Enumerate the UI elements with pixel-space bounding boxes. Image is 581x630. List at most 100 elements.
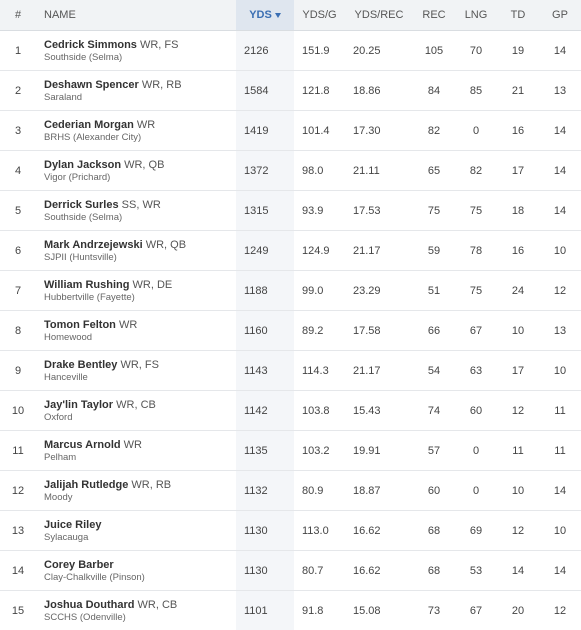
yds-rec-cell: 18.87 xyxy=(345,471,413,511)
header-gp-label: GP xyxy=(552,9,568,21)
lng-cell: 53 xyxy=(455,551,497,591)
player-school: Pelham xyxy=(44,452,236,464)
yds-rec-cell: 21.17 xyxy=(345,351,413,391)
yds-g-cell: 124.9 xyxy=(294,231,345,271)
gp-cell: 10 xyxy=(539,231,581,271)
rec-cell: 60 xyxy=(413,471,455,511)
header-yds-label: YDS xyxy=(249,9,272,21)
player-position: WR xyxy=(137,119,155,131)
player-line: Marcus Arnold WR xyxy=(44,438,236,452)
gp-cell: 14 xyxy=(539,551,581,591)
td-cell: 12 xyxy=(497,511,539,551)
header-yds-g[interactable]: YDS/G xyxy=(294,0,345,31)
player-school: Sylacauga xyxy=(44,532,236,544)
player-school: Southside (Selma) xyxy=(44,52,236,64)
td-cell: 19 xyxy=(497,31,539,71)
yds-rec-cell: 16.62 xyxy=(345,551,413,591)
yds-g-cell: 80.9 xyxy=(294,471,345,511)
player-name-link[interactable]: Corey Barber xyxy=(44,559,114,571)
td-cell: 12 xyxy=(497,391,539,431)
header-yds[interactable]: YDS xyxy=(236,0,294,31)
header-rec[interactable]: REC xyxy=(413,0,455,31)
header-td-label: TD xyxy=(511,9,526,21)
player-position: WR, RB xyxy=(131,479,171,491)
player-name-link[interactable]: Deshawn Spencer xyxy=(44,79,139,91)
rec-cell: 74 xyxy=(413,391,455,431)
player-name-link[interactable]: Marcus Arnold xyxy=(44,439,121,451)
player-school: Southside (Selma) xyxy=(44,212,236,224)
rank-cell: 4 xyxy=(0,151,36,191)
rank-cell: 6 xyxy=(0,231,36,271)
yds-rec-cell: 16.62 xyxy=(345,511,413,551)
player-name-link[interactable]: William Rushing xyxy=(44,279,129,291)
player-cell: Corey Barber Clay-Chalkville (Pinson) xyxy=(36,551,236,591)
gp-cell: 11 xyxy=(539,391,581,431)
header-gp[interactable]: GP xyxy=(539,0,581,31)
player-name-link[interactable]: Cederian Morgan xyxy=(44,119,134,131)
rank-cell: 2 xyxy=(0,71,36,111)
player-school: Saraland xyxy=(44,92,236,104)
yds-cell: 1249 xyxy=(236,231,294,271)
rec-cell: 51 xyxy=(413,271,455,311)
td-cell: 17 xyxy=(497,351,539,391)
player-position: SS, WR xyxy=(122,199,161,211)
table-row: 14 Corey Barber Clay-Chalkville (Pinson) 1… xyxy=(0,551,581,591)
lng-cell: 60 xyxy=(455,391,497,431)
gp-cell: 11 xyxy=(539,431,581,471)
gp-cell: 14 xyxy=(539,111,581,151)
lng-cell: 69 xyxy=(455,511,497,551)
player-name-link[interactable]: Jalijah Rutledge xyxy=(44,479,128,491)
yds-g-cell: 113.0 xyxy=(294,511,345,551)
player-name-link[interactable]: Jay'lin Taylor xyxy=(44,399,113,411)
yds-rec-cell: 18.86 xyxy=(345,71,413,111)
header-name[interactable]: NAME xyxy=(36,0,236,31)
rank-cell: 11 xyxy=(0,431,36,471)
header-lng[interactable]: LNG xyxy=(455,0,497,31)
gp-cell: 14 xyxy=(539,471,581,511)
td-cell: 17 xyxy=(497,151,539,191)
player-name-link[interactable]: Juice Riley xyxy=(44,519,101,531)
rank-cell: 1 xyxy=(0,31,36,71)
lng-cell: 0 xyxy=(455,431,497,471)
header-td[interactable]: TD xyxy=(497,0,539,31)
lng-cell: 82 xyxy=(455,151,497,191)
player-name-link[interactable]: Tomon Felton xyxy=(44,319,116,331)
yds-cell: 1372 xyxy=(236,151,294,191)
header-rank[interactable]: # xyxy=(0,0,36,31)
yds-rec-cell: 15.08 xyxy=(345,591,413,630)
header-yds-rec[interactable]: YDS/REC xyxy=(345,0,413,31)
yds-g-cell: 80.7 xyxy=(294,551,345,591)
yds-rec-cell: 23.29 xyxy=(345,271,413,311)
yds-g-cell: 89.2 xyxy=(294,311,345,351)
header-yds-g-label: YDS/G xyxy=(302,9,336,21)
player-name-link[interactable]: Cedrick Simmons xyxy=(44,39,137,51)
player-position: WR, DE xyxy=(133,279,173,291)
player-school: Homewood xyxy=(44,332,236,344)
player-name-link[interactable]: Joshua Douthard xyxy=(44,599,134,611)
player-name-link[interactable]: Mark Andrzejewski xyxy=(44,239,143,251)
rec-cell: 66 xyxy=(413,311,455,351)
player-name-link[interactable]: Dylan Jackson xyxy=(44,159,121,171)
lng-cell: 63 xyxy=(455,351,497,391)
player-cell: Juice Riley Sylacauga xyxy=(36,511,236,551)
player-position: WR, CB xyxy=(138,599,178,611)
player-position: WR, CB xyxy=(116,399,156,411)
player-name-link[interactable]: Drake Bentley xyxy=(44,359,117,371)
yds-rec-cell: 15.43 xyxy=(345,391,413,431)
rank-cell: 5 xyxy=(0,191,36,231)
yds-cell: 1101 xyxy=(236,591,294,630)
td-cell: 10 xyxy=(497,311,539,351)
player-line: Joshua Douthard WR, CB xyxy=(44,598,236,612)
player-name-link[interactable]: Derrick Surles xyxy=(44,199,119,211)
